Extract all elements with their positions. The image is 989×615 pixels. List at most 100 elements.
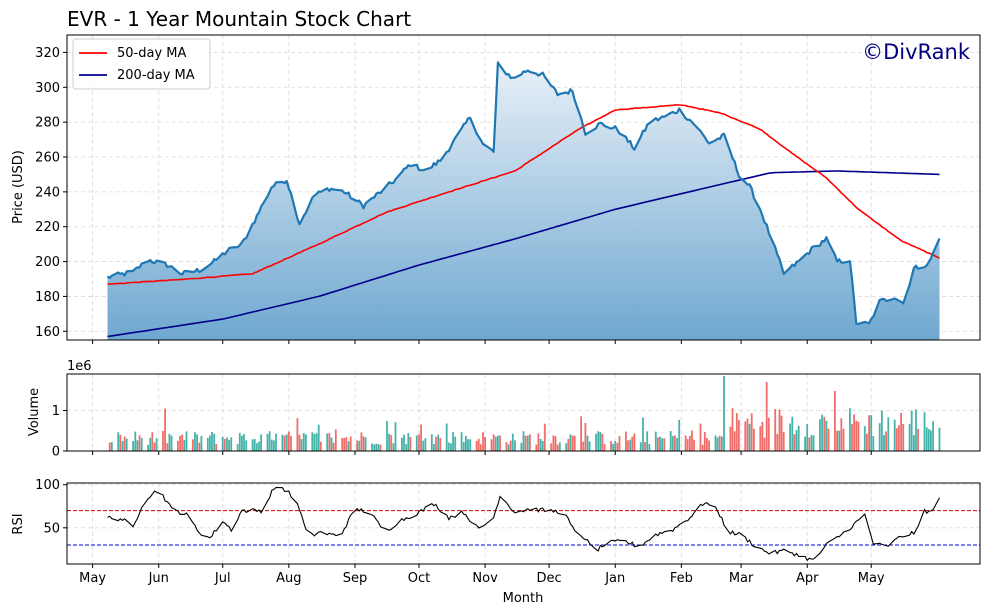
volume-bar: [586, 435, 589, 451]
volume-bar: [735, 413, 738, 451]
volume-bar: [731, 408, 734, 451]
volume-bar: [430, 434, 433, 451]
volume-bar: [243, 434, 245, 451]
volume-bar: [371, 443, 373, 451]
volume-bar: [108, 442, 111, 451]
volume-bar: [296, 418, 299, 451]
volume-bar: [789, 423, 791, 451]
volume-bar: [196, 434, 198, 451]
volume-bar: [390, 435, 393, 451]
rsi-panel: 50 100 RSI: [11, 478, 981, 565]
volume-bar: [185, 431, 188, 451]
volume-bar: [236, 444, 239, 451]
volume-bar: [200, 435, 203, 451]
volume-bar: [782, 432, 785, 451]
volume-bar: [215, 444, 218, 451]
volume-bar: [140, 437, 143, 451]
volume-bar: [164, 408, 166, 451]
volume-bar: [409, 436, 412, 451]
volume-bar: [693, 439, 695, 451]
volume-bar: [708, 440, 710, 451]
volume-bar: [778, 409, 781, 451]
volume-bar: [445, 423, 448, 451]
volume-bar: [595, 433, 597, 451]
volume-bar: [625, 431, 627, 451]
volume-bar: [394, 422, 397, 451]
volume-bar: [819, 419, 821, 451]
volume-bar: [273, 440, 275, 451]
volume-bar: [780, 415, 783, 451]
volume-bar: [462, 442, 465, 451]
volume-bar: [358, 440, 361, 451]
volume-bar: [119, 434, 122, 451]
volume-bar: [206, 437, 209, 451]
volume-bar: [373, 444, 376, 451]
volume-bar: [151, 432, 154, 451]
volume-bar: [437, 434, 440, 451]
volume-bar: [162, 430, 164, 451]
volume-bar: [275, 433, 277, 451]
volume-bar: [627, 440, 629, 451]
volume-bar: [610, 441, 612, 451]
volume-bar: [795, 430, 798, 451]
price-line: [106, 61, 941, 325]
volume-bar: [403, 434, 405, 451]
volume-bar: [684, 435, 687, 451]
volume-bar: [791, 416, 794, 451]
volume-bar: [228, 439, 230, 451]
price-y-tick-label: 300: [35, 81, 60, 96]
volume-bar: [460, 432, 463, 451]
volume-bar: [827, 428, 830, 451]
volume-bar: [913, 435, 915, 451]
volume-bar: [812, 435, 815, 451]
volume-bar: [767, 417, 770, 451]
volume-bar: [932, 421, 934, 451]
x-tick-label: Oct: [408, 571, 430, 586]
price-y-tick-label: 240: [35, 185, 60, 200]
volume-bar: [407, 433, 410, 451]
price-y-tick-label: 200: [35, 255, 60, 270]
rsi-frame: [66, 482, 981, 565]
volume-bar: [168, 433, 171, 451]
volume-bar: [842, 428, 845, 451]
volume-bar: [718, 435, 721, 451]
volume-bar: [821, 414, 823, 451]
volume-bar: [868, 415, 870, 451]
volume-bar: [883, 435, 885, 451]
volume-bar: [482, 432, 484, 451]
price-y-label: Price (USD): [11, 150, 26, 224]
legend-ma200-label: 200-day MA: [117, 68, 195, 83]
volume-bar: [317, 424, 320, 451]
volume-bar: [804, 436, 806, 451]
volume-bar: [878, 423, 881, 451]
volume-bar: [748, 423, 751, 451]
volume-bar: [678, 419, 681, 451]
volume-bar: [260, 434, 262, 451]
price-y-ticks: 160 180 200 220 240 260 280 300 320: [35, 46, 67, 340]
volume-bar: [836, 430, 838, 451]
volume-bar: [543, 423, 546, 451]
volume-bar: [657, 437, 659, 451]
volume-bar: [706, 438, 708, 451]
volume-panel: 01 1e6 Volume: [27, 359, 981, 460]
volume-bar: [238, 432, 241, 451]
volume-bar: [484, 437, 486, 451]
volume-bar: [851, 424, 853, 451]
volume-bar: [701, 444, 704, 451]
volume-bar: [765, 381, 768, 451]
volume-bar: [855, 420, 858, 451]
volume-bar: [255, 443, 258, 451]
volume-bar: [885, 431, 887, 451]
volume-bar: [123, 436, 126, 451]
volume-bar: [738, 419, 740, 451]
volume-bar: [863, 426, 866, 451]
legend-ma50-label: 50-day MA: [117, 46, 186, 61]
price-y-tick-label: 220: [35, 220, 60, 235]
volume-bar: [599, 432, 602, 451]
x-tick-label: Jun: [148, 571, 169, 586]
volume-bar: [298, 434, 301, 451]
volume-bar: [177, 440, 179, 451]
volume-bar: [326, 433, 329, 451]
